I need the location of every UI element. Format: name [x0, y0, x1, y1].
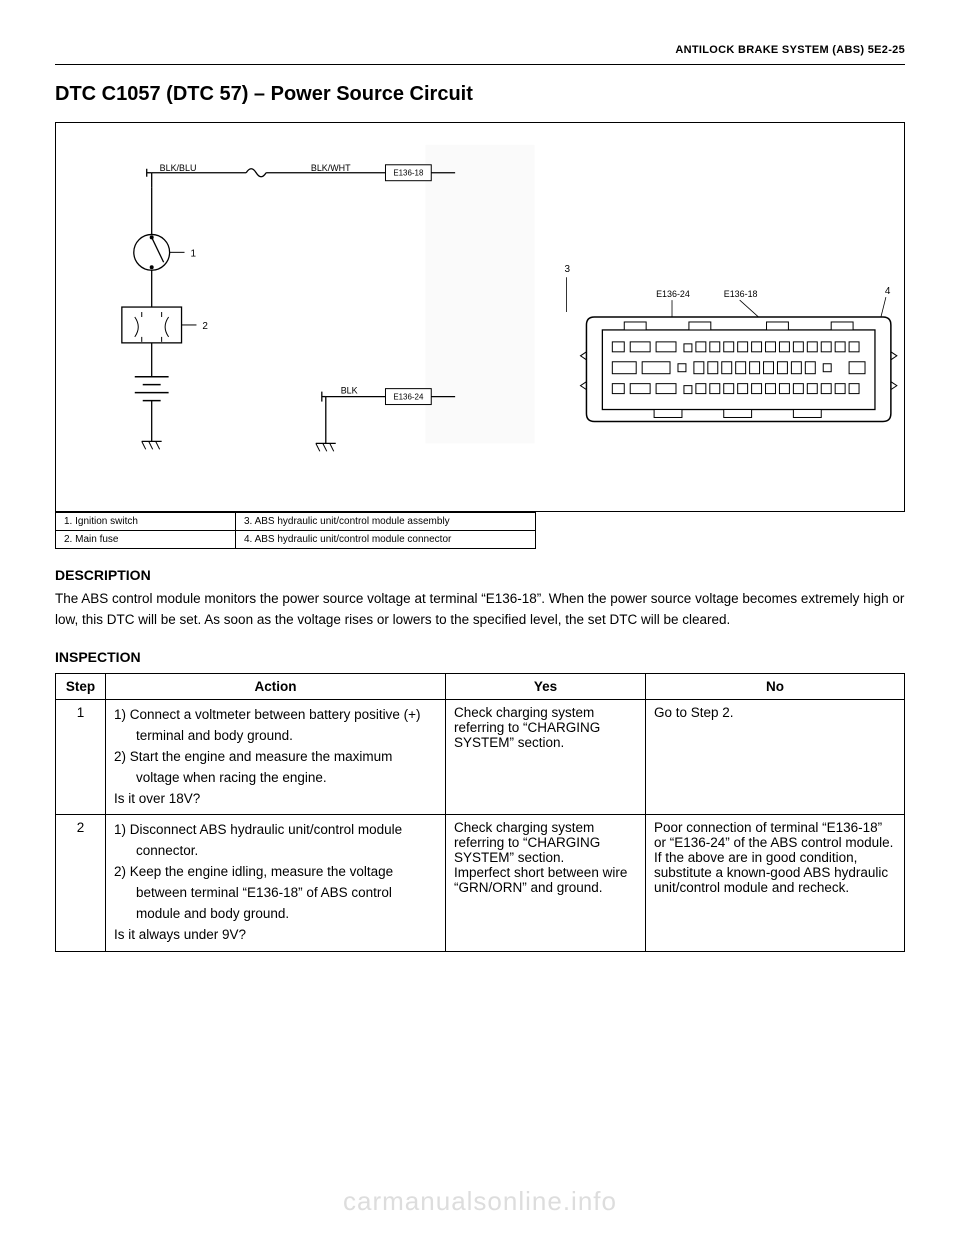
action-item: 2) Start the engine and measure the maxi… [114, 747, 437, 789]
callout-1: 1 [190, 248, 196, 259]
no-cell: Go to Step 2. [646, 699, 905, 815]
inspection-table: Step Action Yes No 1 1) Connect a voltme… [55, 673, 905, 952]
conn-label-right: E136-18 [724, 289, 758, 299]
callout-4: 4 [885, 286, 891, 297]
step-num: 1 [56, 699, 106, 815]
description-heading: DESCRIPTION [55, 567, 905, 583]
col-step: Step [56, 673, 106, 699]
diagram-svg: E136-18 BLK/BLU BLK/WHT 1 2 [56, 123, 904, 511]
table-row: 1 1) Connect a voltmeter between battery… [56, 699, 905, 815]
no-cell: Poor connection of terminal “E136-18” or… [646, 815, 905, 952]
yes-cell: Check charging system referring to “CHAR… [446, 815, 646, 952]
description-text: The ABS control module monitors the powe… [55, 589, 905, 631]
header-section-label: ANTILOCK BRAKE SYSTEM (ABS) 5E2-25 [675, 44, 905, 56]
diagram-box-e136-18: E136-18 [393, 169, 424, 178]
table-row: 2 1) Disconnect ABS hydraulic unit/contr… [56, 815, 905, 952]
legend-cell: 4. ABS hydraulic unit/control module con… [236, 531, 536, 549]
action-cell: 1) Disconnect ABS hydraulic unit/control… [106, 815, 446, 952]
inspection-heading: INSPECTION [55, 649, 905, 665]
circuit-diagram: E136-18 BLK/BLU BLK/WHT 1 2 [55, 122, 905, 512]
col-action: Action [106, 673, 446, 699]
connector-drawing: E136-24 E136-18 4 [580, 286, 896, 421]
wire-label-blkwht: BLK/WHT [311, 163, 351, 173]
action-cell: 1) Connect a voltmeter between battery p… [106, 699, 446, 815]
legend-cell: 3. ABS hydraulic unit/control module ass… [236, 513, 536, 531]
page-title: DTC C1057 (DTC 57) – Power Source Circui… [55, 83, 905, 106]
callout-3: 3 [565, 264, 571, 275]
watermark: carmanualsonline.info [0, 1186, 960, 1217]
action-question: Is it over 18V? [114, 789, 437, 810]
legend-cell: 1. Ignition switch [56, 513, 236, 531]
col-yes: Yes [446, 673, 646, 699]
yes-cell: Check charging system referring to “CHAR… [446, 699, 646, 815]
wire-label-blk: BLK [341, 386, 358, 396]
diagram-legend: 1. Ignition switch 3. ABS hydraulic unit… [55, 512, 536, 549]
step-num: 2 [56, 815, 106, 952]
conn-label-left: E136-24 [656, 289, 690, 299]
legend-cell: 2. Main fuse [56, 531, 236, 549]
action-item: 2) Keep the engine idling, measure the v… [114, 862, 437, 925]
action-item: 1) Disconnect ABS hydraulic unit/control… [114, 820, 437, 862]
action-question: Is it always under 9V? [114, 925, 437, 946]
action-item: 1) Connect a voltmeter between battery p… [114, 705, 437, 747]
wire-label-blkblu: BLK/BLU [160, 163, 197, 173]
col-no: No [646, 673, 905, 699]
page-header: ANTILOCK BRAKE SYSTEM (ABS) 5E2-25 [55, 40, 905, 65]
diagram-box-e136-24: E136-24 [393, 393, 424, 402]
callout-2: 2 [202, 321, 208, 332]
